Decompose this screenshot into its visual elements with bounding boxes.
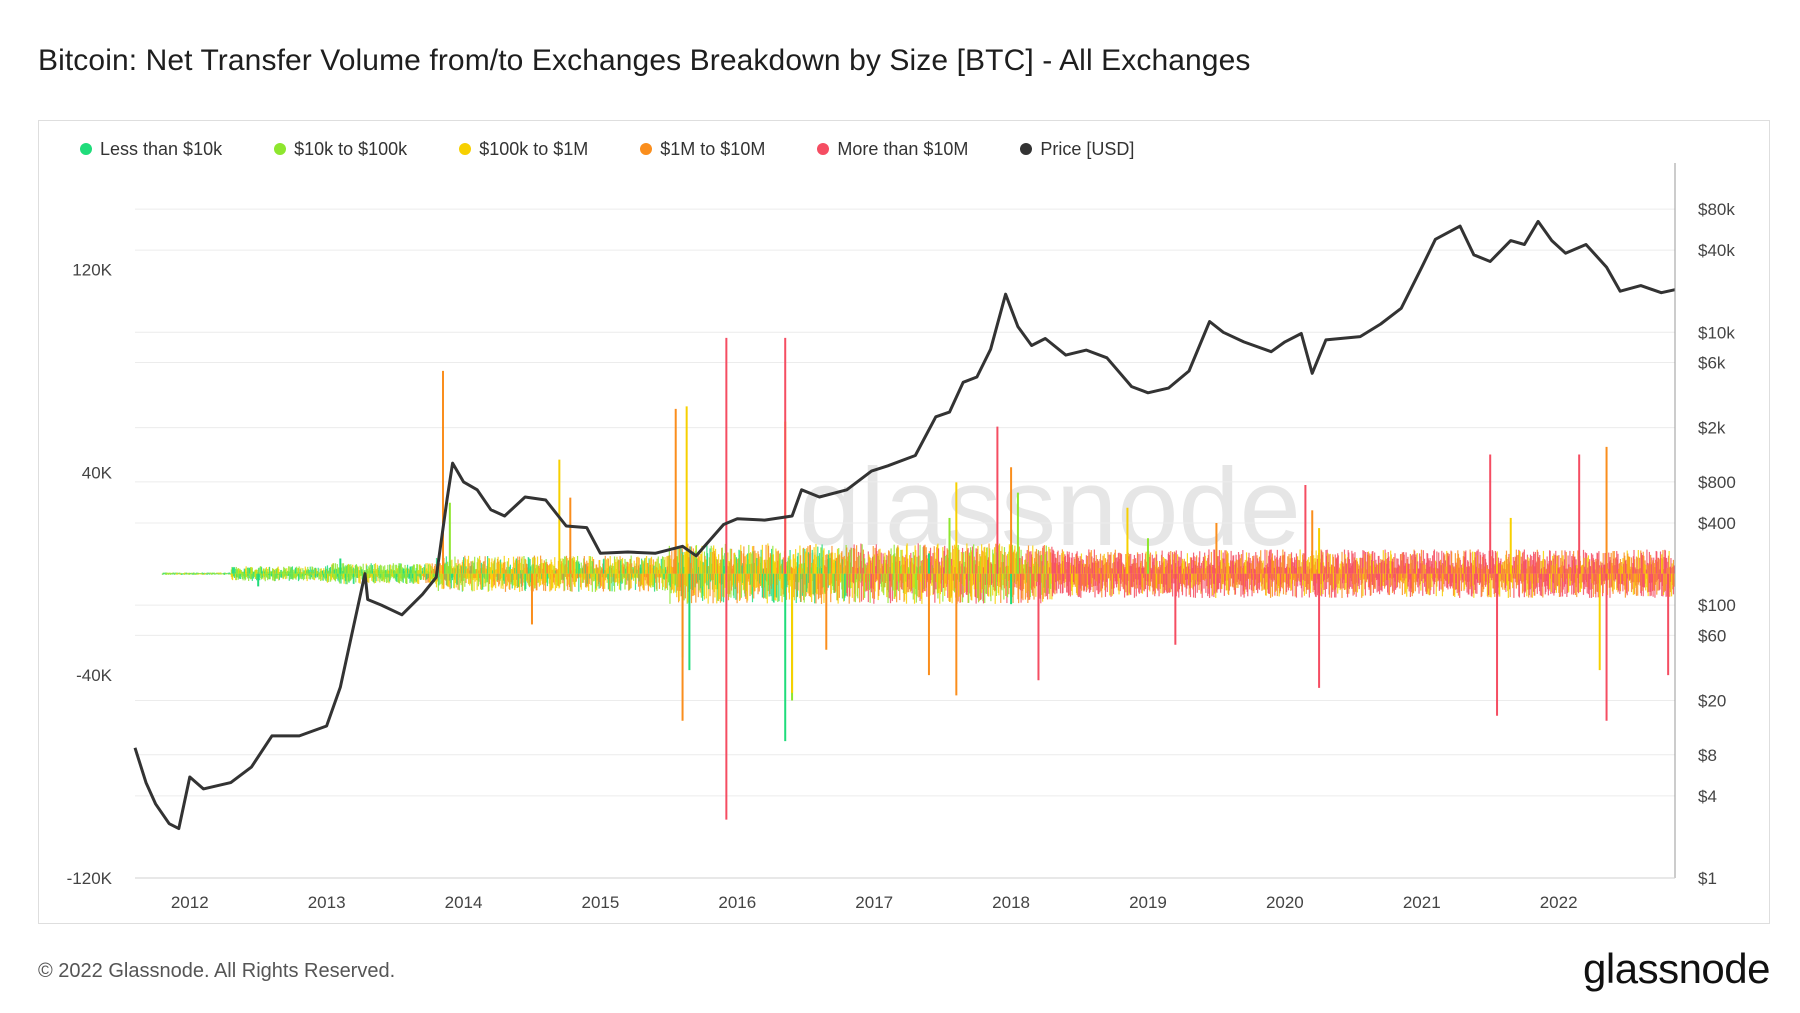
legend-item-10k-to-100k[interactable]: $10k to $100k xyxy=(274,139,407,160)
legend-item-more-than-10m[interactable]: More than $10M xyxy=(817,139,968,160)
price-line xyxy=(133,219,1676,831)
legend-label: $100k to $1M xyxy=(479,138,589,159)
chart-title: Bitcoin: Net Transfer Volume from/to Exc… xyxy=(38,44,1251,77)
legend-item-price-usd[interactable]: Price [USD] xyxy=(1020,139,1134,160)
price-line-group xyxy=(133,219,1676,831)
legend-dot xyxy=(459,143,472,155)
legend-dot xyxy=(80,143,92,155)
legend-label: $1M to $10M xyxy=(660,138,766,159)
legend-item-1m-to-10m[interactable]: $1M to $10M xyxy=(640,139,765,160)
legend-item-100k-to-1m[interactable]: $100k to $1M xyxy=(459,139,588,160)
legend-item-less-than-10k[interactable]: Less than $10k xyxy=(80,139,222,160)
legend-dot xyxy=(274,143,287,155)
volume-bars xyxy=(161,337,1676,820)
legend-dot xyxy=(817,143,830,155)
grid-lines xyxy=(135,208,1675,879)
legend-label: Less than $10k xyxy=(100,138,223,159)
axes: -120K-40K40K120K$1$4$8$20$60$100$400$800… xyxy=(67,163,1736,912)
legend-label: $10k to $100k xyxy=(294,138,408,159)
legend-dot xyxy=(1020,143,1033,155)
legend-dot xyxy=(640,143,653,155)
chart-legend: Less than $10k $10k to $100k $100k to $1… xyxy=(80,137,1186,161)
legend-label: Price [USD] xyxy=(1040,138,1135,159)
chart-frame xyxy=(38,120,1770,924)
legend-label: More than $10M xyxy=(837,138,969,159)
